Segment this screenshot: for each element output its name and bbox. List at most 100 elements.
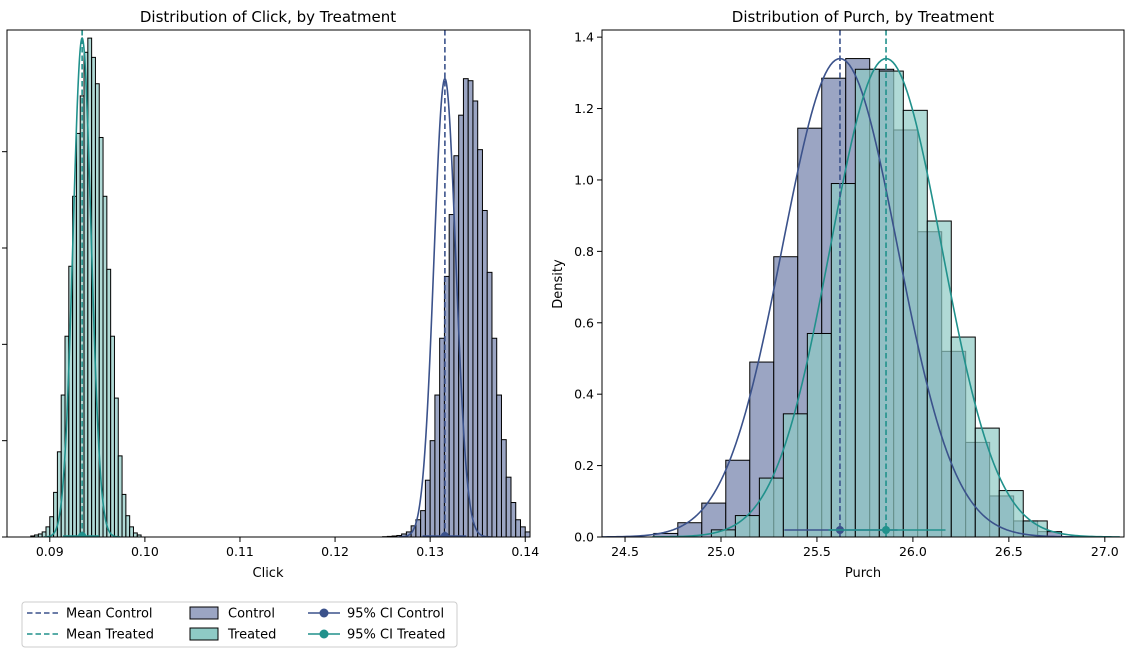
legend-item-95-ci-treated: 95% CI Treated xyxy=(308,628,445,643)
purch-x-axis: 24.5 25.0 25.5 26.0 26.5 27.0 xyxy=(611,537,1119,559)
legend-item-mean-treated: Mean Treated xyxy=(27,628,154,643)
click-treated-bar xyxy=(87,37,93,537)
click-y-axis xyxy=(2,151,7,538)
click-x-tick-label: 0.14 xyxy=(511,544,539,559)
purch-y-tick-label: 1.0 xyxy=(574,172,594,187)
click-x-tick-label: 0.13 xyxy=(416,544,444,559)
click-treated-bar xyxy=(106,268,112,537)
click-treated-bar xyxy=(45,526,51,537)
purch-y-axis: 0.0 0.2 0.4 0.6 0.8 1.0 1.2 1.4 xyxy=(574,30,602,545)
purch-y-axis-label: Density xyxy=(551,259,566,309)
purch-x-tick-label: 25.0 xyxy=(707,544,735,559)
purch-treated-bar xyxy=(878,70,904,537)
legend-label: 95% CI Treated xyxy=(347,628,445,643)
click-x-tick-label: 0.11 xyxy=(226,544,254,559)
click-treated-bar xyxy=(94,83,100,537)
click-axes-frame xyxy=(6,29,531,538)
legend-label: Treated xyxy=(227,628,276,643)
click-control-bar xyxy=(529,533,530,537)
purch-x-tick-label: 26.0 xyxy=(899,544,927,559)
click-control-bars xyxy=(382,78,545,537)
click-control-bar xyxy=(429,440,436,537)
purch-x-axis-label: Purch xyxy=(845,566,881,581)
purch-y-tick-label: 0.2 xyxy=(574,458,594,473)
legend-item-control: Control xyxy=(189,606,275,622)
click-x-axis: 0.09 0.10 0.11 0.12 0.13 0.14 xyxy=(36,537,539,559)
click-control-bar xyxy=(434,394,441,537)
click-treated-bars xyxy=(30,37,142,537)
click-control-bar xyxy=(524,531,530,537)
click-x-tick-label: 0.12 xyxy=(321,544,349,559)
legend-item-mean-control: Mean Control xyxy=(27,607,153,622)
legend-patch-swatch xyxy=(189,606,219,620)
purch-x-tick-label: 27.0 xyxy=(1091,544,1119,559)
purch-treated-bar xyxy=(902,109,928,537)
click-treated-bar xyxy=(117,455,123,537)
click-control-bar xyxy=(448,214,455,537)
click-control-bar xyxy=(505,476,512,537)
click-control-bar xyxy=(467,80,474,537)
purch-treated-bar xyxy=(926,220,952,537)
click-control-bar xyxy=(424,479,431,537)
purch-treated-bar xyxy=(830,183,856,537)
click-control-bar xyxy=(535,535,540,537)
purch-y-tick-label: 0.0 xyxy=(574,530,594,545)
purch-treated-ci-point xyxy=(882,526,891,534)
click-treated-bar xyxy=(121,493,127,537)
legend-label: 95% CI Control xyxy=(347,607,444,622)
legend-frame xyxy=(21,601,458,648)
click-control-bar xyxy=(496,394,502,537)
click-control-bar xyxy=(486,271,493,537)
purch-treated-bar xyxy=(758,477,784,537)
purch-treated-bar xyxy=(806,332,832,537)
purch-x-tick-label: 26.5 xyxy=(995,544,1023,559)
purch-treated-bar xyxy=(782,413,808,537)
click-chart-title: Distribution of Click, by Treatment xyxy=(140,8,396,26)
purch-axes-frame xyxy=(601,29,1125,538)
purch-chart-panel: Distribution of Purch, by Treatment 24.5… xyxy=(551,8,1125,581)
legend-ci-marker xyxy=(319,629,329,639)
click-treated-bar xyxy=(110,335,115,537)
click-control-bar xyxy=(500,439,507,537)
click-treated-bar xyxy=(102,195,108,537)
purch-y-tick-label: 1.2 xyxy=(574,101,594,116)
click-control-kde-line xyxy=(398,77,491,537)
click-control-bar xyxy=(519,526,526,537)
legend: Mean Control Mean Treated Control Treated 95… xyxy=(21,601,458,648)
click-treated-bar xyxy=(132,532,138,537)
click-control-bar xyxy=(540,536,545,537)
legend-label: Control xyxy=(228,607,275,622)
purch-y-tick-label: 0.4 xyxy=(574,387,594,402)
click-x-tick-label: 0.10 xyxy=(131,544,159,559)
click-control-bar xyxy=(510,502,517,537)
click-chart-panel: Distribution of Click, by Treatment 0.09… xyxy=(2,8,545,581)
legend-item-95-ci-control: 95% CI Control xyxy=(308,607,444,622)
purch-x-tick-label: 25.5 xyxy=(803,544,831,559)
purch-treated-bar xyxy=(950,336,976,537)
click-control-bar xyxy=(477,149,483,537)
click-control-bar xyxy=(420,510,426,537)
click-treated-bar xyxy=(113,397,119,537)
click-plot-area xyxy=(30,30,545,537)
click-treated-ci-point xyxy=(78,532,87,537)
purch-y-tick-label: 0.8 xyxy=(574,244,594,259)
purch-y-tick-label: 0.6 xyxy=(574,315,594,330)
click-treated-bar xyxy=(129,526,134,537)
click-control-bar xyxy=(481,209,488,537)
purch-plot-area xyxy=(602,30,1120,537)
click-x-axis-label: Click xyxy=(253,566,284,581)
click-control-bar xyxy=(458,114,464,537)
click-control-ci-point xyxy=(440,532,449,537)
click-control-bar xyxy=(491,337,498,537)
click-treated-kde-line xyxy=(44,36,121,537)
purch-treated-bar xyxy=(734,515,760,537)
purch-treated-bar xyxy=(974,427,1000,537)
legend-label: Mean Treated xyxy=(66,628,154,643)
click-control-bar xyxy=(515,519,521,537)
legend-label: Mean Control xyxy=(66,607,153,622)
click-treated-bar xyxy=(75,132,81,537)
click-x-tick-label: 0.09 xyxy=(36,544,64,559)
legend-ci-marker xyxy=(319,608,329,618)
purch-y-tick-label: 1.4 xyxy=(574,30,594,45)
